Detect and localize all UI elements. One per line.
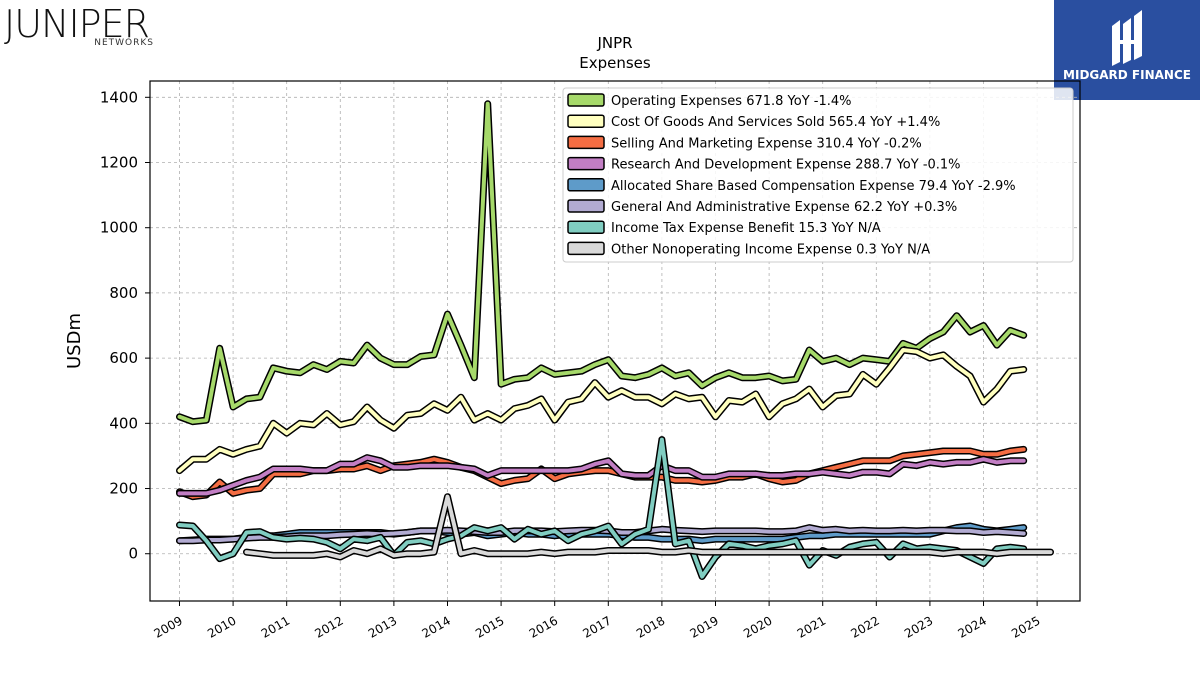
plot-frame (149, 80, 1081, 602)
x-tick-label: 2011 (259, 613, 292, 640)
y-tick-label: 800 (109, 284, 138, 302)
juniper-logo-subtitle: NETWORKS (94, 38, 154, 48)
legend-box (562, 87, 1074, 263)
midgard-logo-text: MIDGARD FINANCE (1063, 68, 1191, 82)
legend-swatch (567, 220, 605, 234)
x-tick-label: 2010 (205, 613, 238, 640)
x-tick-label: 2017 (580, 613, 613, 640)
legend-label: Operating Expenses 671.8 YoY -1.4% (611, 94, 852, 109)
series-line-4 (177, 455, 1026, 496)
y-tick-label: 400 (109, 414, 138, 432)
y-tick-label: 1000 (100, 219, 138, 237)
legend-swatch (567, 156, 605, 171)
y-tick-label: 200 (109, 480, 138, 498)
y-tick-label: 600 (109, 349, 138, 367)
legend: Operating Expenses 671.8 YoY -1.4% Cost O… (562, 87, 1074, 263)
legend-swatch (567, 135, 605, 150)
legend-label: General And Administrative Expense 62.2 … (611, 200, 957, 215)
y-axis-label: USDm (64, 313, 85, 369)
legend-label: Allocated Share Based Compensation Expen… (611, 179, 1016, 194)
midgard-emblem-icon (1112, 10, 1142, 66)
legend-swatch (567, 178, 605, 192)
series-line-1 (177, 101, 1026, 424)
x-tick-label: 2016 (527, 613, 560, 640)
x-tick-label: 2021 (795, 613, 828, 640)
x-tick-label: 2019 (688, 613, 721, 640)
x-tick-label: 2020 (741, 613, 774, 640)
x-tick-label: 2025 (1009, 613, 1042, 640)
x-tick-label: 2024 (956, 613, 989, 640)
y-tick-label: 1400 (100, 88, 138, 106)
legend-label: Research And Development Expense 288.7 Y… (611, 158, 961, 173)
juniper-networks-logo: JUNIPER NETWORKS (4, 4, 164, 50)
series-line-2 (177, 348, 1026, 473)
y-tick-label: 1200 (100, 154, 138, 172)
x-tick-label: 2023 (902, 613, 935, 640)
x-tick-label: 2012 (312, 613, 345, 640)
legend-swatch (567, 241, 605, 256)
legend-label: Cost Of Goods And Services Sold 565.4 Yo… (611, 115, 940, 130)
legend-swatch (567, 199, 605, 213)
x-tick-label: 2014 (420, 613, 453, 640)
chart-subtitle: Expenses (579, 54, 651, 72)
legend-label: Other Nonoperating Income Expense 0.3 Yo… (611, 242, 930, 257)
midgard-finance-logo: MIDGARD FINANCE (1054, 0, 1200, 100)
x-tick-label: 2018 (634, 613, 667, 640)
series-lines (176, 100, 1054, 580)
y-tick-label: 0 (128, 545, 138, 563)
juniper-logo-wordmark: JUNIPER (4, 2, 150, 46)
legend-swatch (567, 114, 605, 128)
series-line-8 (244, 494, 1053, 559)
x-tick-label: 2009 (152, 613, 185, 640)
x-tick-label: 2015 (473, 613, 506, 640)
chart-title: JNPR (596, 34, 632, 52)
legend-label: Income Tax Expense Benefit 15.3 YoY N/A (611, 221, 881, 236)
x-tick-label: 2022 (848, 613, 881, 640)
x-tick-label: 2013 (366, 613, 399, 640)
legend-label: Selling And Marketing Expense 310.4 YoY … (611, 136, 922, 151)
legend-swatch (567, 93, 605, 107)
